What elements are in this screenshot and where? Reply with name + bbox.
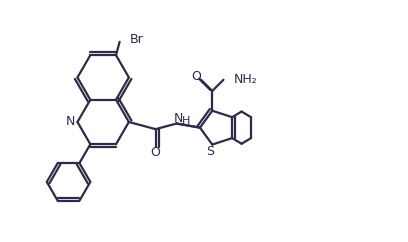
Text: NH₂: NH₂ [233, 73, 257, 86]
Text: N: N [66, 115, 75, 129]
Text: O: O [151, 146, 160, 159]
Text: N: N [174, 112, 183, 125]
Text: H: H [182, 116, 191, 126]
Text: S: S [206, 145, 214, 158]
Text: O: O [191, 70, 201, 83]
Text: Br: Br [129, 33, 143, 46]
